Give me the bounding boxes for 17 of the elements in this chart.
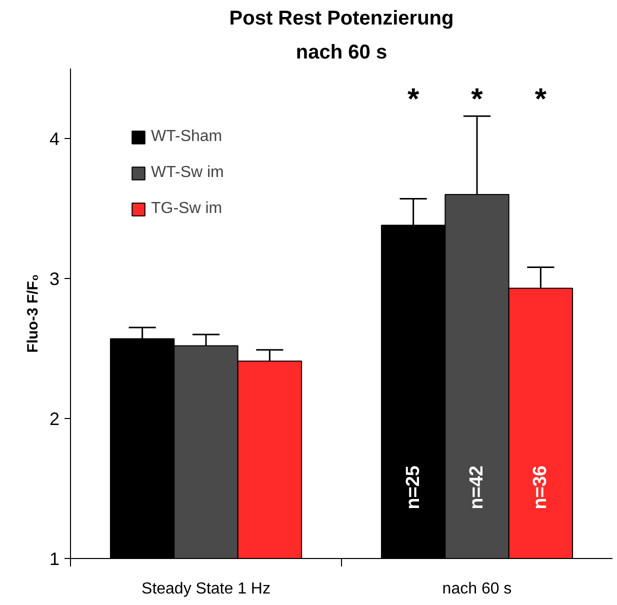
annotation: n=25	[402, 465, 424, 510]
y-tick-label: 3	[49, 269, 60, 289]
annotation: n=42	[466, 466, 488, 510]
legend-label: WT-Sham	[151, 128, 222, 146]
legend-label: WT-Sw im	[151, 164, 224, 182]
y-axis-title: Fluo-3 F/F₀	[24, 274, 42, 353]
y-tick-label: 2	[49, 409, 60, 429]
annotation: n=36	[530, 466, 552, 510]
annotation: *	[471, 82, 484, 116]
legend-label: TG-Sw im	[151, 200, 222, 218]
chart-title: Post Rest Potenzierung	[229, 8, 454, 30]
y-tick-label: 1	[49, 549, 60, 569]
x-tick-label: Steady State 1 Hz	[142, 580, 270, 598]
annotation: *	[534, 82, 547, 116]
annotation: *	[407, 82, 420, 116]
chart-subtitle: nach 60 s	[296, 42, 388, 64]
y-tick-label: 4	[49, 129, 60, 149]
